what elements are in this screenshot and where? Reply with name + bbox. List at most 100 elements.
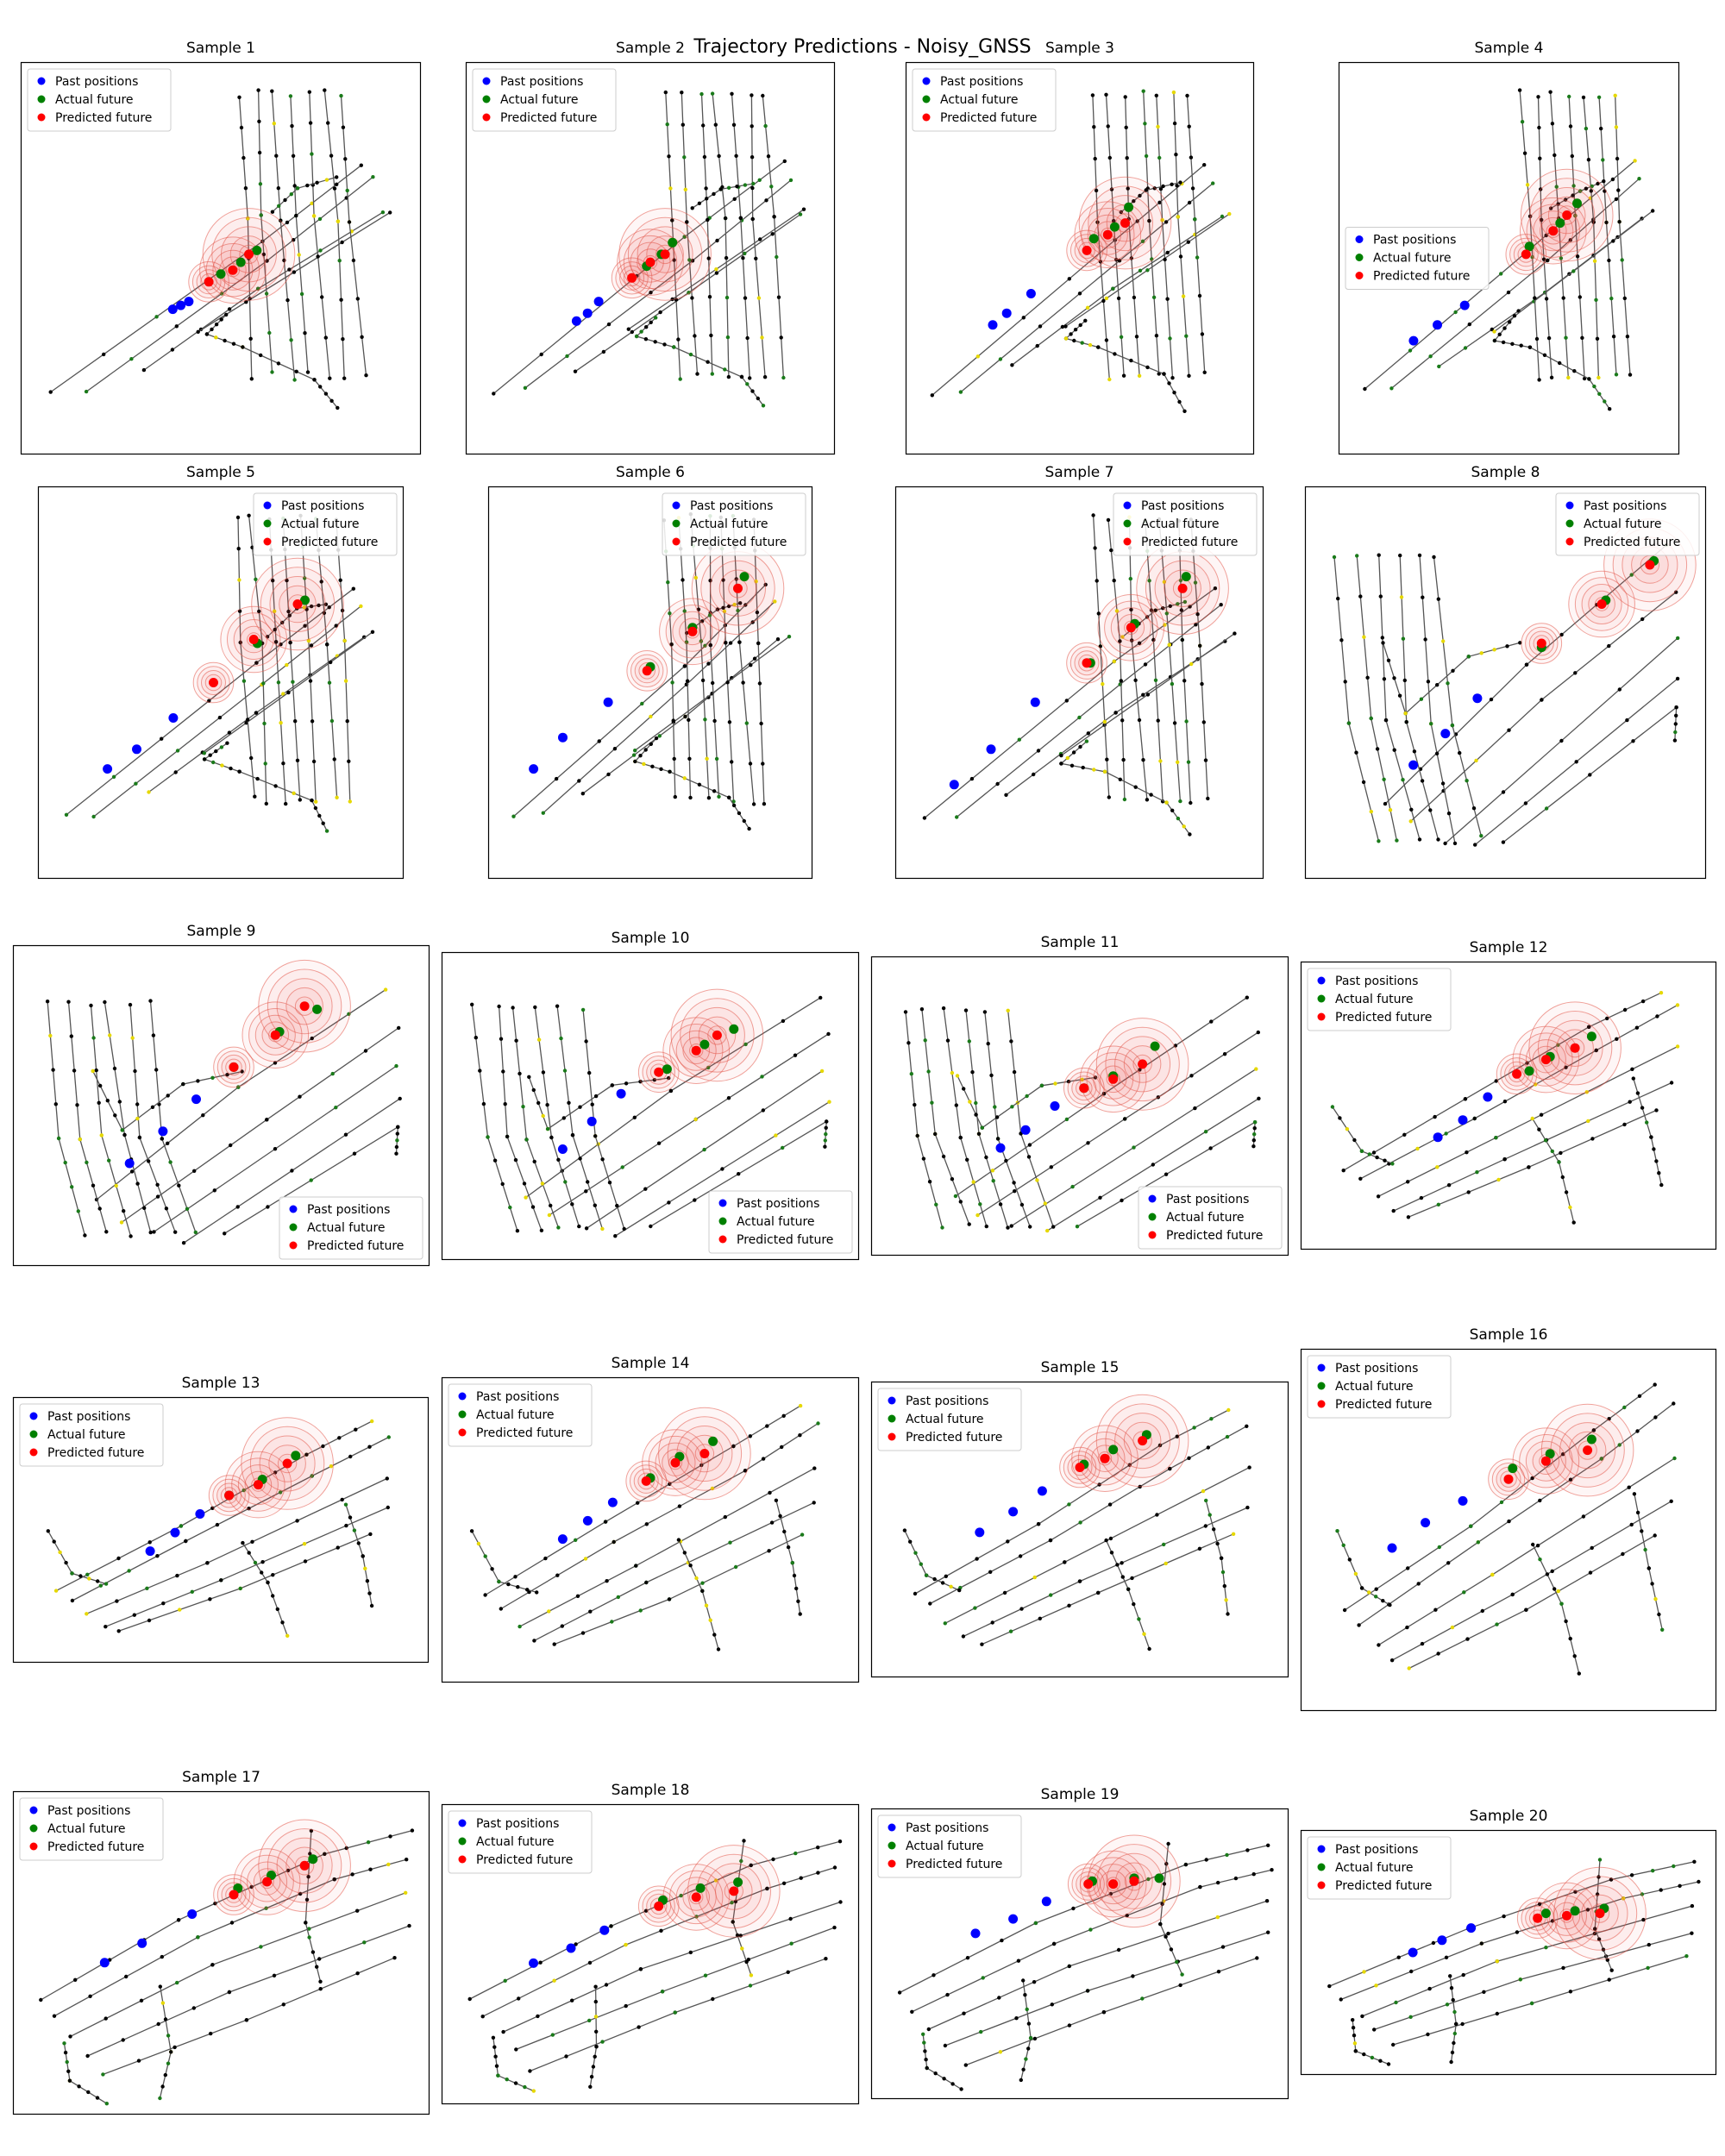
road-node <box>984 1155 988 1160</box>
road-node <box>677 1504 682 1508</box>
road-node <box>287 267 292 272</box>
road-node <box>908 1539 913 1544</box>
legend-marker <box>1317 976 1326 985</box>
road-node <box>688 1950 693 1955</box>
road-node <box>1572 369 1577 373</box>
legend-label: Predicted future <box>906 1858 1002 1871</box>
legend-label: Actual future <box>47 1822 126 1836</box>
road-node <box>897 1990 902 1995</box>
data-point <box>668 237 678 248</box>
road-node <box>511 1006 515 1010</box>
road-node <box>225 1073 229 1077</box>
road-network <box>470 995 831 1238</box>
road-node <box>98 1583 104 1588</box>
road-node <box>1622 1405 1627 1410</box>
road-node <box>649 1224 653 1229</box>
road-node <box>219 1578 223 1583</box>
road-node <box>1391 1208 1396 1213</box>
data-point <box>184 297 194 307</box>
road-node <box>1495 2011 1499 2016</box>
road-node <box>1254 1067 1258 1071</box>
road-node <box>759 721 763 726</box>
road-node <box>1427 1986 1432 1991</box>
road-node <box>1032 1575 1037 1580</box>
data-point <box>1562 210 1572 220</box>
data-point <box>228 265 238 275</box>
subplot: Sample 1 Past positions Actual future Predi… <box>20 40 422 455</box>
road-node <box>536 1037 542 1042</box>
data-point <box>733 1877 743 1887</box>
road-node <box>1599 126 1603 131</box>
road-node <box>1383 1158 1387 1163</box>
subplot-title: Sample 16 <box>1469 1326 1548 1344</box>
road-node <box>1530 1476 1534 1481</box>
road-node <box>652 1078 656 1082</box>
road-node <box>1463 1097 1468 1101</box>
road-edge <box>928 1900 1268 2030</box>
road-node <box>1178 180 1182 185</box>
legend-label: Past positions <box>1584 499 1666 513</box>
road-node <box>202 757 207 761</box>
axes-frame <box>870 1381 1289 1678</box>
prediction-uncertainty <box>1496 1001 1622 1095</box>
road-node <box>594 2029 599 2034</box>
road-node <box>1529 2001 1534 2006</box>
road-node <box>1615 156 1620 161</box>
road-node <box>259 353 263 358</box>
road-node <box>1550 122 1555 126</box>
road-node <box>324 178 329 182</box>
road-node <box>70 1598 75 1603</box>
legend-marker <box>263 519 272 528</box>
road-node <box>481 1101 486 1106</box>
road-node <box>787 635 792 639</box>
road-node <box>1096 611 1101 616</box>
road-node <box>989 1073 994 1078</box>
road-node <box>959 2087 963 2091</box>
road-node <box>1436 1651 1440 1656</box>
road-node <box>988 1570 993 1574</box>
road-node <box>347 759 351 763</box>
road-node <box>312 378 317 382</box>
data-point <box>1387 1543 1397 1553</box>
road-node <box>1186 760 1191 764</box>
road-node <box>503 1978 507 1983</box>
road-node <box>923 1038 927 1043</box>
road-node <box>1580 335 1584 340</box>
road-node <box>270 210 275 214</box>
road-node <box>816 1871 820 1875</box>
road-node <box>723 1514 727 1520</box>
road-node <box>259 213 263 217</box>
road-node <box>1169 1947 1174 1952</box>
road-node <box>539 352 543 357</box>
road-node <box>359 604 363 609</box>
road-node <box>329 660 333 665</box>
road-node <box>1085 1989 1090 1993</box>
road-node <box>116 1629 121 1633</box>
road-node <box>979 2029 983 2034</box>
data-point <box>699 1449 710 1458</box>
road-node <box>782 1529 787 1534</box>
road-network <box>469 1403 820 1651</box>
road-node <box>231 342 236 346</box>
figure-title: Trajectory Predictions - Noisy_GNSS <box>693 36 1032 58</box>
road-node <box>1209 1019 1214 1024</box>
road-node <box>570 1202 574 1206</box>
road-node <box>913 1551 918 1555</box>
road-node <box>593 1999 598 2004</box>
road-node <box>289 192 293 197</box>
legend-label: Predicted future <box>500 111 597 125</box>
road-node <box>771 1857 775 1862</box>
data-point <box>607 1497 618 1507</box>
road-node <box>1013 1189 1017 1194</box>
road-node <box>1231 1532 1236 1536</box>
road-node <box>1597 1858 1603 1862</box>
road-node <box>1458 750 1462 755</box>
road-node <box>56 1136 61 1141</box>
road-node <box>1203 1524 1208 1528</box>
